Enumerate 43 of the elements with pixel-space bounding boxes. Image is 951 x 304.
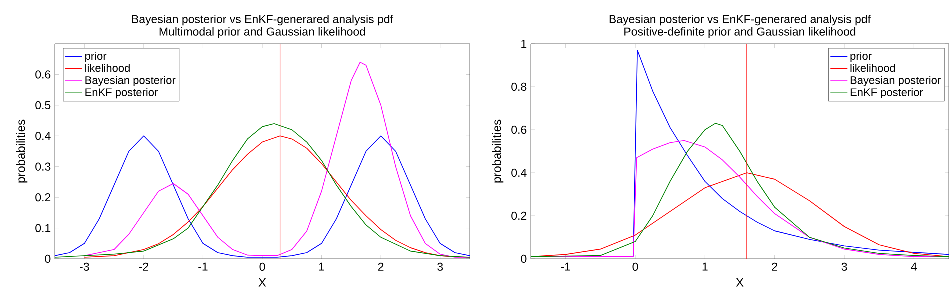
- y-tick-label: 0.5: [36, 101, 51, 110]
- y-tick-label: 0: [521, 254, 527, 264]
- x-tick-label: 2: [772, 262, 778, 271]
- x-tick-label: -1: [198, 262, 208, 271]
- x-tick-label: 0: [632, 262, 638, 272]
- y-tick-label: 0.6: [512, 126, 527, 134]
- legend-label: likelihood: [86, 64, 130, 72]
- chart-subtitle: Positive-definite prior and Gaussian likelihood: [624, 27, 856, 38]
- legend-label: prior: [86, 52, 107, 62]
- y-tick-label: 0.4: [36, 132, 51, 140]
- x-tick-label: 3: [842, 262, 848, 272]
- legend-label: Bayesian posterior: [86, 76, 176, 86]
- y-tick-label: 0.6: [36, 70, 51, 79]
- x-tick-label: -2: [139, 262, 148, 271]
- chart-title: Bayesian posterior vs EnKF-generared analysis pdf: [132, 14, 394, 26]
- y-tick-label: 0.1: [36, 224, 51, 232]
- y-axis-title: probabilities: [492, 120, 504, 183]
- y-tick-label: 0.3: [36, 162, 51, 171]
- legend-label: likelihood: [850, 64, 896, 72]
- y-tick-label: 0.4: [512, 168, 527, 178]
- y-tick-label: 0.2: [36, 194, 51, 202]
- legend-label: Bayesian posterior: [850, 76, 941, 86]
- y-tick-label: 0: [45, 254, 51, 264]
- y-axis-title: probabilities: [16, 120, 28, 183]
- x-axis-title: X: [258, 278, 266, 287]
- y-tick-label: 1: [522, 40, 527, 48]
- x-tick-label: -3: [80, 262, 90, 272]
- legend-label: EnKF posterior: [850, 88, 924, 99]
- x-tick-label: 4: [911, 262, 918, 271]
- legend-label: prior: [850, 52, 872, 62]
- x-tick-label: 1: [702, 262, 708, 271]
- x-tick-label: 0: [260, 262, 266, 272]
- x-tick-label: 2: [378, 262, 384, 271]
- x-tick-label: 1: [319, 262, 324, 271]
- chart-subtitle: Multimodal prior and Gaussian likelihood: [160, 27, 366, 38]
- chart-title: Bayesian posterior vs EnKF-generared analysis pdf: [610, 14, 872, 26]
- line-series: [633, 50, 950, 258]
- x-axis-title: X: [736, 278, 744, 287]
- legend-label: EnKF posterior: [86, 88, 158, 99]
- x-tick-label: -1: [561, 262, 570, 271]
- y-tick-label: 0.8: [512, 82, 527, 92]
- y-tick-label: 0.2: [512, 212, 527, 220]
- x-tick-label: 3: [438, 262, 444, 272]
